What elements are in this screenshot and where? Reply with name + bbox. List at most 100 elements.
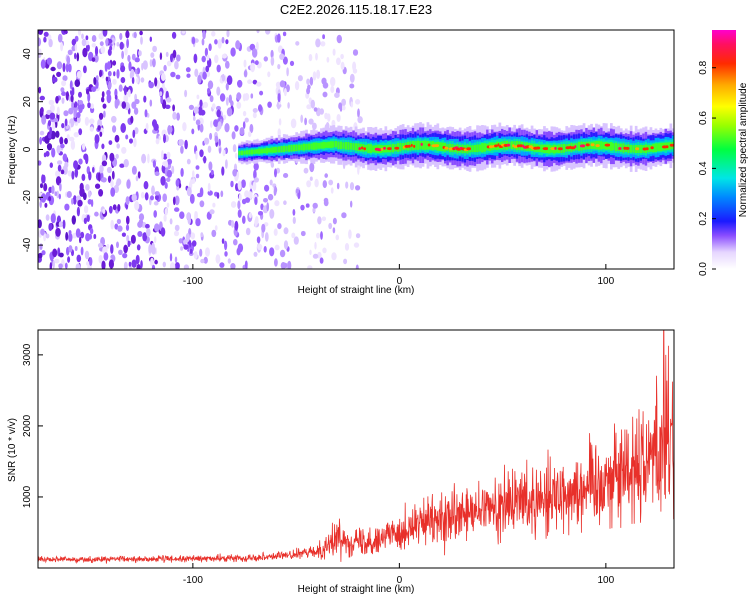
heatmap-noise-cell [343,258,348,265]
heatmap-x-tick-label: 100 [598,276,615,287]
figure-title: C2E2.2026.115.18.17.E23 [280,2,432,17]
heatmap-noise-cell [85,233,91,242]
heatmap-noise-cell [94,134,100,144]
heatmap-noise-cell [131,101,137,109]
heatmap-noise-cell [270,49,274,59]
heatmap-noise-cell [71,198,74,205]
snr-series-line [38,330,674,564]
heatmap-noise-cell [312,122,317,130]
heatmap-noise-cell [147,153,150,164]
heatmap-noise-cell [128,261,132,267]
heatmap-noise-cell [71,87,75,93]
heatmap-noise-cell [355,99,361,105]
heatmap-band-cell [391,143,395,153]
heatmap-band-cell [513,141,516,150]
heatmap-noise-cell [170,71,176,78]
heatmap-y-tick-label: -40 [22,237,33,252]
heatmap-noise-cell [221,36,225,44]
heatmap-band-cell [339,141,343,149]
heatmap-noise-cell [152,160,156,168]
heatmap-noise-cell [70,140,76,150]
heatmap-noise-cell [150,52,155,58]
heatmap-noise-cell [164,208,168,216]
heatmap-noise-cell [248,212,252,219]
heatmap-noise-cell [330,187,334,194]
heatmap-noise-cell [264,232,269,242]
heatmap-noise-cell [186,212,191,221]
heatmap-noise-cell [71,38,77,46]
heatmap-noise-cell [75,228,81,238]
heatmap-noise-cell [252,112,257,119]
heatmap-noise-cell [273,228,278,236]
heatmap-noise-cell [315,38,321,48]
heatmap-band-cell [657,143,660,152]
heatmap-noise-cell [159,91,163,97]
heatmap-noise-cell [66,134,70,140]
heatmap-noise-cell [199,149,204,158]
heatmap-x-tick-label: 0 [397,276,403,287]
heatmap-noise-cell [60,42,64,52]
heatmap-band-cell [614,142,618,152]
heatmap-band-cell [483,143,487,152]
heatmap-noise-cell [283,88,287,97]
heatmap-noise-cell [58,263,63,269]
heatmap-peak-cell [386,147,393,151]
heatmap-noise-cell [138,219,144,225]
heatmap-noise-cell [41,174,45,184]
snr-y-axis-label: SNR (10 * v/v) [7,418,18,482]
heatmap-noise-cell [319,108,324,115]
heatmap-noise-cell [48,38,53,48]
heatmap-noise-cell [244,190,250,198]
heatmap-noise-cell [49,112,56,120]
heatmap-noise-cell [200,258,205,264]
heatmap-peak-cell [420,142,423,146]
heatmap-noise-cell [236,92,242,101]
heatmap-noise-cell [150,195,154,201]
heatmap-noise-cell [249,123,254,134]
heatmap-noise-cell [67,49,73,56]
heatmap-noise-cell [304,117,307,126]
heatmap-peak-cell [506,143,511,147]
heatmap-noise-cell [116,241,119,249]
heatmap-y-tick-label: 40 [22,48,33,60]
heatmap-peak-cell [650,146,654,150]
heatmap-noise-cell [213,119,219,127]
heatmap-peak-cell [444,146,449,150]
heatmap-noise-cell [121,232,126,237]
heatmap-noise-cell [195,218,201,227]
heatmap-noise-cell [160,73,166,82]
heatmap-noise-cell [250,93,254,99]
heatmap-noise-cell [74,246,78,251]
heatmap-noise-cell [43,36,47,43]
heatmap-noise-cell [127,89,131,98]
heatmap-noise-cell [99,69,102,78]
heatmap-noise-cell [49,162,53,168]
heatmap-noise-cell [136,77,139,84]
heatmap-noise-cell [131,193,137,202]
heatmap-noise-cell [130,68,135,78]
heatmap-peak-cell [625,146,630,150]
heatmap-noise-cell [74,43,78,52]
heatmap-noise-cell [184,139,188,150]
heatmap-noise-cell [154,77,158,87]
heatmap-noise-cell [103,252,109,261]
heatmap-noise-cell [189,179,194,185]
heatmap-noise-cell [345,181,349,189]
heatmap-noise-cell [77,30,82,36]
heatmap-noise-cell [191,128,195,135]
heatmap-noise-cell [323,197,329,204]
heatmap-noise-cell [203,155,207,164]
heatmap-noise-cell [101,160,108,167]
heatmap-noise-cell [173,230,180,237]
heatmap-noise-cell [269,247,275,257]
heatmap-noise-cell [102,103,107,109]
heatmap-band-cell [617,143,621,152]
heatmap-noise-cell [321,216,327,222]
heatmap-noise-cell [66,191,72,198]
heatmap-noise-cell [130,115,134,124]
heatmap-noise-cell [150,257,154,267]
heatmap-band-cell [334,141,338,148]
heatmap-noise-cell [277,64,281,70]
heatmap-band-cell [332,141,336,148]
heatmap-noise-cell [204,137,210,145]
